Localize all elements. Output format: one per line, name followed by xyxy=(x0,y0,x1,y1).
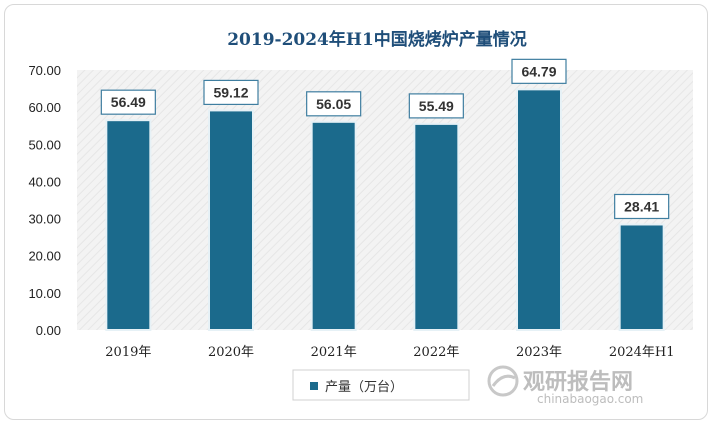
data-label: 28.41 xyxy=(624,198,659,214)
x-tick-label: 2019年 xyxy=(105,345,151,360)
y-tick-label: 40.00 xyxy=(28,174,61,189)
y-tick-label: 30.00 xyxy=(28,212,61,227)
data-label-box xyxy=(511,58,567,84)
watermark-en: chinabaogao.com xyxy=(537,392,643,406)
watermark: 观研报告网 chinabaogao.com xyxy=(487,365,643,406)
x-tick-label: 2021年 xyxy=(311,345,357,360)
x-tick-label: 2023年 xyxy=(516,345,562,360)
bar xyxy=(516,88,562,331)
data-label-box xyxy=(306,91,362,117)
data-label-box xyxy=(100,89,156,115)
data-label-box xyxy=(203,79,259,106)
legend-label: 产量（万台） xyxy=(325,380,403,395)
data-label: 56.49 xyxy=(111,94,146,110)
bar-chart: 2019-2024年H1中国烧烤炉产量情况 0.00 10.00 20.00 30.0… xyxy=(28,29,693,406)
bar xyxy=(310,120,357,331)
bar xyxy=(618,223,665,331)
y-tick-label: 20.00 xyxy=(28,249,61,264)
data-label: 56.05 xyxy=(316,96,351,112)
x-tick-label: 2022年 xyxy=(413,345,459,360)
watermark-cn: 观研报告网 xyxy=(523,370,633,395)
y-tick-label: 10.00 xyxy=(28,286,61,301)
chart-frame: 2019-2024年H1中国烧烤炉产量情况 0.00 10.00 20.00 30.0… xyxy=(4,4,708,420)
plot-area xyxy=(77,70,693,330)
y-tick-label: 50.00 xyxy=(28,137,61,152)
watermark-logo-icon xyxy=(487,365,519,397)
y-tick-label: 70.00 xyxy=(28,63,61,78)
data-label: 55.49 xyxy=(419,98,454,114)
data-label-box xyxy=(408,93,464,119)
legend-swatch xyxy=(310,382,318,390)
data-label: 64.79 xyxy=(521,63,556,79)
x-tick-label: 2020年 xyxy=(208,345,254,360)
bars: 56.49 59.12 56.05 55.49 64.79 28.41 xyxy=(100,58,670,332)
y-tick-label: 60.00 xyxy=(28,100,61,115)
y-tick-label: 0.00 xyxy=(36,323,61,338)
x-axis: 2019年 2020年 2021年 2022年 2023年 2024年H1 xyxy=(105,345,674,360)
bar xyxy=(105,119,152,332)
chart-title: 2019-2024年H1中国烧烤炉产量情况 xyxy=(227,29,527,50)
legend-box xyxy=(292,369,470,401)
data-label-box xyxy=(614,193,670,220)
data-label: 59.12 xyxy=(213,84,248,100)
bar xyxy=(413,122,460,331)
bar xyxy=(208,109,254,332)
y-axis: 0.00 10.00 20.00 30.00 40.00 50.00 60.00 70.00 xyxy=(28,63,61,338)
legend: 产量（万台） xyxy=(292,369,470,401)
x-tick-label: 2024年H1 xyxy=(609,345,675,360)
